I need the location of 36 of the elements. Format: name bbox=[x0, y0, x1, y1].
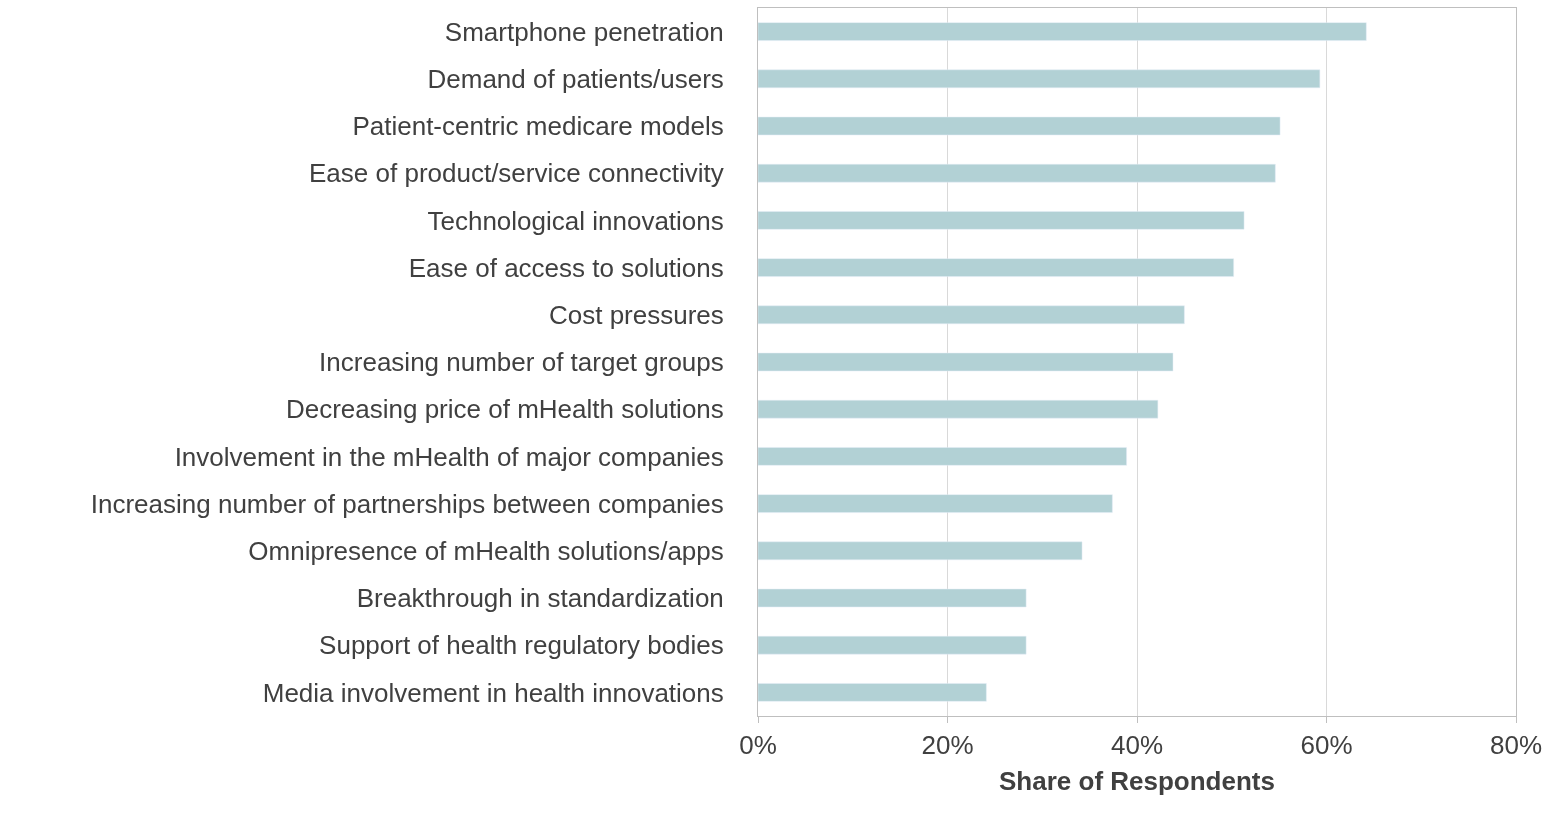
y-tick-label: Ease of access to solutions bbox=[408, 252, 724, 283]
bar bbox=[758, 69, 1321, 89]
y-tick-label: Omnipresence of mHealth solutions/apps bbox=[248, 535, 724, 566]
y-tick-label: Technological innovations bbox=[427, 205, 724, 236]
bar bbox=[758, 352, 1174, 372]
bar bbox=[758, 635, 1027, 655]
y-tick-label: Media involvement in health innovations bbox=[262, 677, 724, 708]
bar bbox=[758, 588, 1027, 608]
x-tick-label: 80% bbox=[1489, 730, 1543, 761]
x-tick-label: 40% bbox=[1110, 730, 1164, 761]
x-axis-title: Share of Respondents bbox=[999, 765, 1275, 796]
x-tick-label: 60% bbox=[1300, 730, 1353, 761]
y-tick-label: Smartphone penetration bbox=[444, 16, 724, 47]
bar bbox=[758, 163, 1276, 183]
bar bbox=[758, 399, 1159, 419]
bar bbox=[758, 494, 1113, 513]
bar bbox=[758, 211, 1245, 230]
y-tick-label: Increasing number of partnerships between companies bbox=[90, 488, 724, 519]
y-tick-label: Decreasing price of mHealth solutions bbox=[285, 394, 724, 425]
bar bbox=[758, 22, 1367, 41]
y-tick-label: Increasing number of target groups bbox=[319, 347, 724, 378]
x-tick-label: 20% bbox=[921, 730, 974, 761]
bar bbox=[758, 683, 987, 702]
x-tick-label: 0% bbox=[739, 730, 777, 761]
bar bbox=[758, 258, 1234, 277]
bar bbox=[758, 541, 1083, 561]
y-tick-label: Involvement in the mHealth of major companies bbox=[174, 441, 724, 472]
y-tick-label: Ease of product/service connectivity bbox=[309, 158, 724, 189]
y-tick-label: Support of health regulatory bodies bbox=[319, 630, 724, 661]
bar bbox=[758, 116, 1281, 136]
bar bbox=[758, 305, 1185, 325]
y-tick-label: Demand of patients/users bbox=[427, 63, 724, 94]
y-tick-label: Cost pressures bbox=[548, 299, 724, 330]
y-tick-label: Breakthrough in standardization bbox=[356, 583, 724, 614]
bar bbox=[758, 447, 1127, 466]
y-tick-label: Patient-centric medicare models bbox=[352, 111, 724, 142]
